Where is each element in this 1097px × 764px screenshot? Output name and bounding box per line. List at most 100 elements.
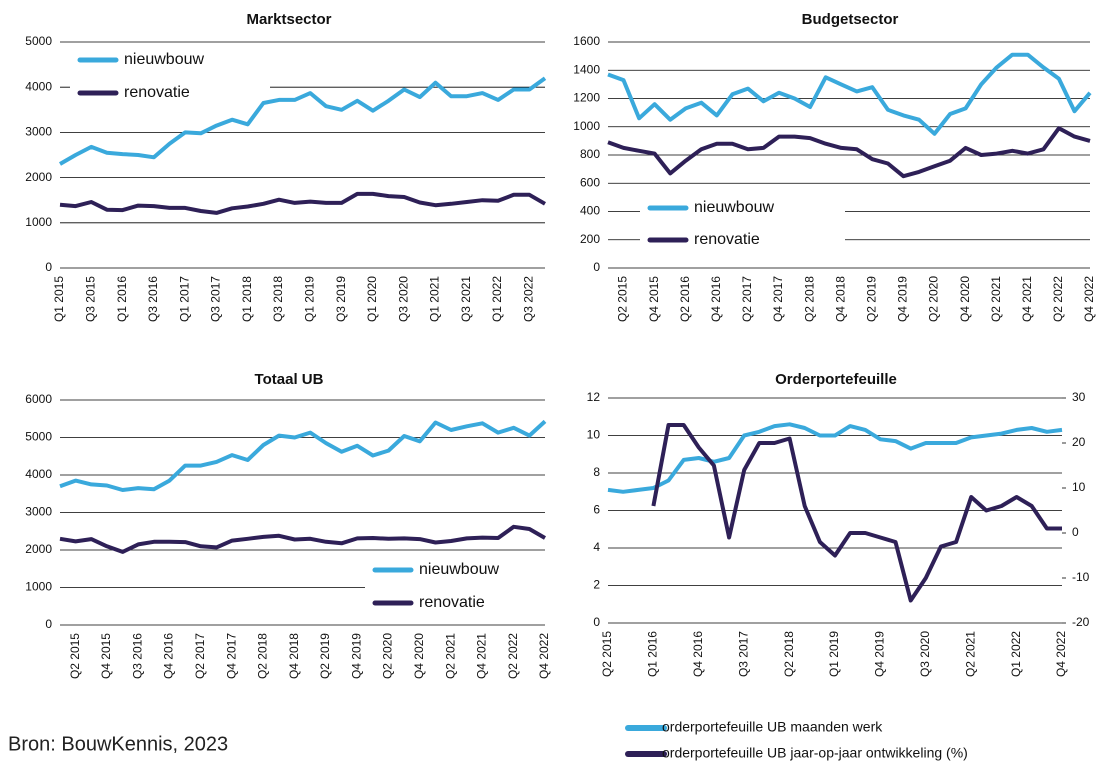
y-tick-label: 4000 — [25, 467, 52, 481]
x-tick-label: Q4 2016 — [691, 631, 705, 677]
x-tick-label: Q4 2021 — [1020, 276, 1034, 322]
x-tick-label: Q3 2021 — [459, 276, 473, 322]
x-tick-label: Q1 2017 — [177, 276, 191, 322]
y2-tick-label: 30 — [1072, 390, 1086, 404]
x-tick-label: Q2 2020 — [927, 276, 941, 322]
legend-background — [640, 193, 845, 253]
y-tick-label: 1000 — [25, 580, 52, 594]
legend-label: renovatie — [419, 594, 485, 611]
x-tick-label: Q1 2019 — [827, 631, 841, 677]
x-tick-label: Q2 2021 — [989, 276, 1003, 322]
y-tick-label: 600 — [580, 175, 600, 189]
x-tick-label: Q4 2016 — [709, 276, 723, 322]
x-tick-label: Q4 2015 — [99, 633, 113, 679]
x-tick-label: Q2 2019 — [864, 276, 878, 322]
y-tick-label: 1400 — [573, 62, 600, 76]
y-tick-label: 1600 — [573, 34, 600, 48]
x-tick-label: Q2 2021 — [963, 631, 977, 677]
x-tick-label: Q3 2018 — [271, 276, 285, 322]
series-line — [607, 422, 1063, 494]
y-tick-label: 6 — [593, 503, 600, 517]
x-tick-label: Q3 2015 — [83, 276, 97, 322]
x-tick-label: Q2 2022 — [1051, 276, 1065, 322]
y-tick-label: 400 — [580, 204, 600, 218]
series-line — [607, 52, 1092, 136]
legend-label: nieuwbouw — [124, 51, 205, 68]
chart-title: Totaal UB — [255, 371, 324, 388]
x-tick-label: Q3 2017 — [209, 276, 223, 322]
x-tick-label: Q1 2018 — [240, 276, 254, 322]
y-tick-label: 12 — [587, 390, 601, 404]
x-tick-label: Q1 2015 — [52, 276, 66, 322]
y-tick-label: 2000 — [25, 542, 52, 556]
x-tick-label: Q3 2016 — [130, 633, 144, 679]
x-tick-label: Q4 2022 — [1082, 276, 1096, 322]
x-tick-label: Q4 2019 — [896, 276, 910, 322]
chart-title: Budgetsector — [802, 11, 899, 28]
x-tick-label: Q4 2015 — [647, 276, 661, 322]
chart-title: Orderportefeuille — [775, 371, 897, 388]
y-tick-label: 800 — [580, 147, 600, 161]
y-tick-label: 8 — [593, 465, 600, 479]
series-line — [59, 191, 546, 215]
x-tick-label: Q3 2016 — [146, 276, 160, 322]
y-tick-label: 2 — [593, 578, 600, 592]
y2-tick-label: -20 — [1072, 615, 1090, 629]
y2-tick-label: -10 — [1072, 570, 1090, 584]
x-tick-label: Q1 2019 — [302, 276, 316, 322]
x-tick-label: Q2 2020 — [381, 633, 395, 679]
y-tick-label: 3000 — [25, 125, 52, 139]
x-tick-label: Q1 2020 — [365, 276, 379, 322]
legend-background — [365, 555, 548, 617]
y-tick-label: 4000 — [25, 79, 52, 93]
legend-label: orderportefeuille UB maanden werk — [662, 719, 883, 735]
y-tick-label: 1000 — [25, 215, 52, 229]
legend-label: orderportefeuille UB jaar-op-jaar ontwik… — [662, 745, 968, 761]
x-tick-label: Q4 2016 — [162, 633, 176, 679]
x-tick-label: Q2 2017 — [740, 276, 754, 322]
series-line — [59, 524, 546, 554]
y-tick-label: 0 — [593, 615, 600, 629]
x-tick-label: Q4 2017 — [771, 276, 785, 322]
x-tick-label: Q4 2020 — [412, 633, 426, 679]
y-tick-label: 6000 — [25, 392, 52, 406]
y-tick-label: 1200 — [573, 91, 600, 105]
x-tick-label: Q4 2018 — [833, 276, 847, 322]
x-tick-label: Q2 2015 — [68, 633, 82, 679]
y-tick-label: 1000 — [573, 119, 600, 133]
y-tick-label: 5000 — [25, 34, 52, 48]
x-tick-label: Q4 2019 — [349, 633, 363, 679]
y-tick-label: 5000 — [25, 430, 52, 444]
x-tick-label: Q1 2016 — [646, 631, 660, 677]
x-tick-label: Q2 2021 — [443, 633, 457, 679]
x-tick-label: Q3 2017 — [736, 631, 750, 677]
source: Bron: BouwKennis, 2023 — [8, 733, 228, 755]
x-tick-label: Q2 2017 — [193, 633, 207, 679]
x-tick-label: Q3 2019 — [334, 276, 348, 322]
x-tick-label: Q2 2018 — [256, 633, 270, 679]
y-tick-label: 0 — [593, 260, 600, 274]
x-tick-label: Q4 2022 — [537, 633, 551, 679]
x-tick-label: Q2 2016 — [678, 276, 692, 322]
series-line — [651, 423, 1062, 603]
x-tick-label: Q2 2015 — [600, 631, 614, 677]
legend-label: nieuwbouw — [694, 199, 775, 216]
x-tick-label: Q4 2021 — [475, 633, 489, 679]
x-tick-label: Q2 2015 — [616, 276, 630, 322]
y-tick-label: 0 — [45, 617, 52, 631]
x-tick-label: Q4 2019 — [873, 631, 887, 677]
series-line — [59, 76, 547, 166]
x-tick-label: Q4 2022 — [1054, 631, 1068, 677]
x-tick-label: Q3 2020 — [396, 276, 410, 322]
y-tick-label: 200 — [580, 232, 600, 246]
x-tick-label: Q2 2018 — [802, 276, 816, 322]
x-tick-label: Q3 2020 — [918, 631, 932, 677]
y-tick-label: 4 — [593, 540, 600, 554]
x-tick-label: Q2 2019 — [318, 633, 332, 679]
y2-tick-label: 20 — [1072, 435, 1086, 449]
y-tick-label: 10 — [587, 428, 601, 442]
legend-background — [70, 45, 270, 110]
x-tick-label: Q1 2016 — [115, 276, 129, 322]
x-tick-label: Q1 2021 — [428, 276, 442, 322]
